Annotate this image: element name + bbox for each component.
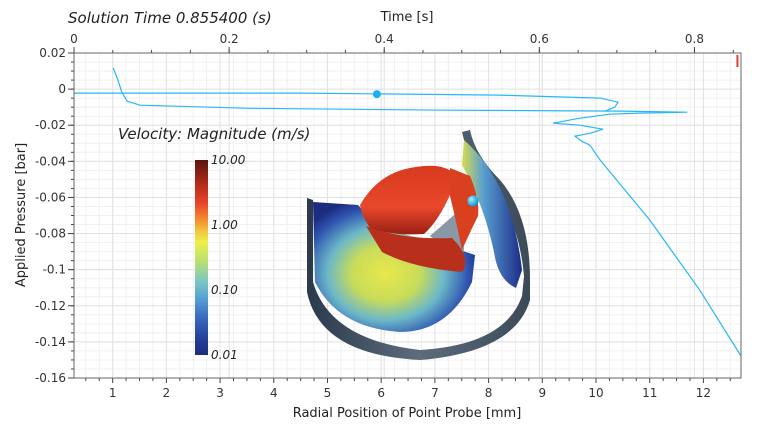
y-tick-label: -0.14 xyxy=(35,335,66,349)
valve-leaflet-band xyxy=(366,226,466,272)
colorbar: Velocity: Magnitude (m/s) 10.00 1.00 0.10 0… xyxy=(118,125,310,362)
x-tick-label: 3 xyxy=(216,386,224,400)
x-tick-label: 6 xyxy=(377,386,385,400)
colorbar-label: 0.10 xyxy=(211,283,238,297)
x2-tick-label: 0.2 xyxy=(220,32,239,46)
y-tick-label: -0.08 xyxy=(35,227,66,241)
y-tick-label: -0.02 xyxy=(35,118,66,132)
x-tick-label: 4 xyxy=(270,386,278,400)
y-axis-title: Applied Pressure [bar] xyxy=(14,143,29,287)
series-layer xyxy=(74,55,742,357)
y-tick-label: -0.1 xyxy=(43,263,66,277)
x-tick-label: 5 xyxy=(324,386,332,400)
valve-floor-velocity xyxy=(313,202,475,332)
series-line-pressure-trace-upper xyxy=(74,92,619,112)
plot-frame xyxy=(73,52,742,379)
x-tick-label: 7 xyxy=(431,386,439,400)
x-tick-label: 10 xyxy=(588,386,603,400)
y-tick-label: -0.16 xyxy=(35,371,66,385)
valve-leaflet-2 xyxy=(450,168,479,250)
colorbar-label: 0.01 xyxy=(211,348,238,362)
colorbar-label: 1.00 xyxy=(211,218,238,232)
axes: 1 2 3 4 5 6 7 8 9 10 11 120.020-0.02-0.04-0.06-0.08… xyxy=(35,32,742,400)
y-tick-label: -0.04 xyxy=(35,154,66,168)
x-tick-label: 8 xyxy=(485,386,493,400)
y-tick-label: 0 xyxy=(58,82,66,96)
x-tick-label: 1 xyxy=(109,386,117,400)
valve-right-wall-velocity xyxy=(462,140,522,288)
x2-tick-label: 0 xyxy=(70,32,78,46)
y-tick-label: 0.02 xyxy=(39,46,66,60)
probe-sphere xyxy=(467,195,479,207)
top-axis-title: Time [s] xyxy=(380,10,434,25)
colorbar-gradient xyxy=(195,160,208,355)
x-tick-label: 2 xyxy=(163,386,171,400)
x-tick-label: 9 xyxy=(538,386,546,400)
valve-leaflet-1 xyxy=(360,165,456,235)
x2-tick-label: 0.6 xyxy=(530,32,549,46)
x2-tick-label: 0.4 xyxy=(375,32,394,46)
y-tick-label: -0.12 xyxy=(35,299,66,313)
series-line-pressure-trace xyxy=(112,67,742,357)
x2-tick-label: 0.8 xyxy=(685,32,704,46)
valve-3d-render xyxy=(307,130,530,360)
x-tick-label: 11 xyxy=(642,386,657,400)
x-tick-label: 12 xyxy=(696,386,711,400)
current-point-marker xyxy=(372,90,381,99)
solution-time-title: Solution Time 0.855400 (s) xyxy=(68,9,272,27)
colorbar-title: Velocity: Magnitude (m/s) xyxy=(118,125,310,143)
y-tick-label: -0.06 xyxy=(35,190,66,204)
x-axis-title: Radial Position of Point Probe [mm] xyxy=(293,406,522,421)
colorbar-label: 10.00 xyxy=(211,153,246,167)
